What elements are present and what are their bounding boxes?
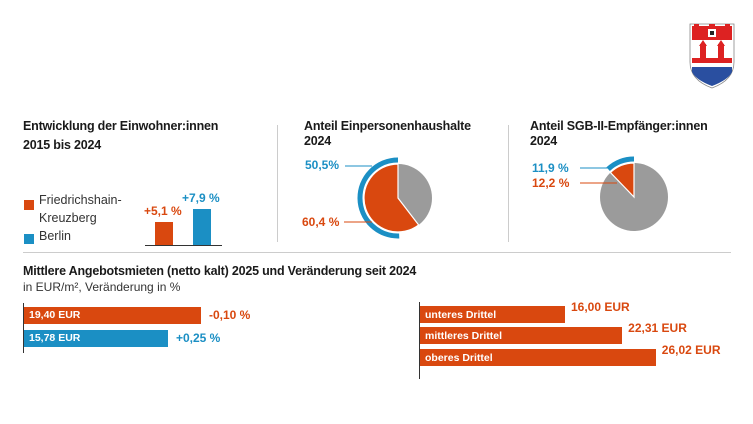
section-divider	[23, 252, 731, 253]
tier-value-label: 16,00 EUR	[571, 300, 630, 314]
rent-axis	[23, 303, 24, 353]
rent-bar: 15,78 EUR	[24, 330, 168, 347]
rent-chart-title: Mittlere Angebotsmieten (netto kalt) 202…	[23, 264, 417, 278]
tier-category-label: mittleres Drittel	[425, 330, 503, 342]
rent-chart-subtitle: in EUR/m², Veränderung in %	[23, 280, 181, 294]
single-household-subtitle: 2024	[304, 134, 332, 148]
tier-axis	[419, 302, 420, 379]
pie-slice-district	[609, 162, 635, 199]
legend-label-berlin: Berlin	[39, 229, 71, 243]
tier-bar: oberes Drittel	[420, 349, 656, 366]
tier-category-label: unteres Drittel	[425, 309, 497, 321]
single-household-title: Anteil Einpersonenhaushalte	[304, 119, 471, 133]
rent-bar-label: 15,78 EUR	[29, 332, 81, 344]
divider	[508, 125, 509, 242]
tier-bar: unteres Drittel	[420, 306, 565, 323]
legend-swatch-district	[24, 200, 34, 210]
rent-bar-label: 19,40 EUR	[29, 309, 81, 321]
tier-value-label: 26,02 EUR	[661, 343, 721, 357]
rent-change-label: -0,10 %	[209, 308, 251, 322]
pie-slice-district	[363, 163, 420, 233]
sgb-district-label: 12,2 %	[532, 176, 570, 190]
pie-arc-berlin	[357, 157, 400, 239]
legend-swatch-berlin	[24, 234, 34, 244]
tier-category-label: oberes Drittel	[425, 352, 493, 364]
population-bar	[193, 209, 211, 245]
single-household-berlin-label: 50,5%	[305, 158, 340, 172]
rent-bar: 19,40 EUR	[24, 307, 201, 324]
legend-label-district-1: Friedrichshain-	[39, 193, 122, 207]
population-bar	[155, 221, 173, 245]
tier-bar: mittleres Drittel	[420, 327, 623, 344]
population-chart-subtitle: 2015 bis 2024	[23, 138, 102, 152]
single-household-district-label: 60,4 %	[302, 215, 340, 229]
tier-value-label: 22,31 EUR	[628, 321, 687, 335]
population-label-district: +5,1 %	[144, 203, 182, 218]
rent-change-label: +0,25 %	[175, 331, 221, 345]
population-chart-title: Entwicklung der Einwohner:innen	[23, 119, 219, 133]
sgb-berlin-label: 11,9 %	[532, 161, 569, 175]
sgb-title: Anteil SGB-II-Empfänger:innen	[530, 119, 708, 133]
sgb-subtitle: 2024	[530, 134, 558, 148]
divider	[277, 125, 278, 242]
population-label-berlin: +7,9 %	[182, 191, 220, 205]
legend-label-district-2: Kreuzberg	[39, 211, 97, 225]
population-baseline	[145, 245, 222, 246]
